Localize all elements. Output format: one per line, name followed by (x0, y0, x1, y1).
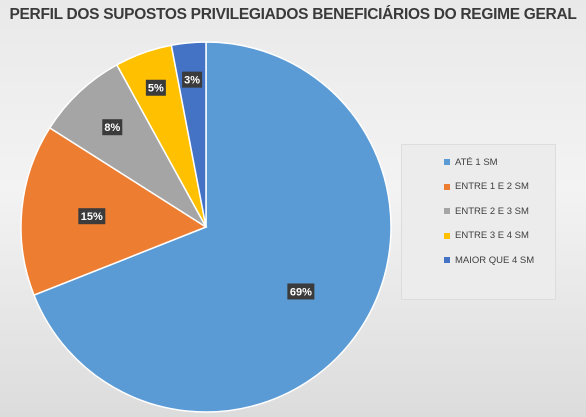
legend-label: ENTRE 2 E 3 SM (455, 205, 529, 217)
data-label-ate-1-sm: 69% (287, 283, 315, 300)
chart-legend: ATÉ 1 SM ENTRE 1 E 2 SM ENTRE 2 E 3 SM ENTR… (401, 144, 556, 300)
legend-swatch (444, 183, 450, 190)
chart-title: PERFIL DOS SUPOSTOS PRIVILEGIADOS BENEFI… (9, 6, 577, 23)
legend-label: ATÉ 1 SM (455, 156, 498, 168)
data-label-entre-3-e-4-sm: 5% (145, 79, 166, 96)
data-label-box (78, 208, 106, 225)
data-label-box (102, 119, 123, 136)
data-label-text: 69% (290, 286, 312, 298)
legend-item-entre-2-e-3-sm: ENTRE 2 E 3 SM (402, 199, 555, 224)
pie-slice-maior-que-4-sm (170, 41, 207, 228)
data-label-text: 5% (148, 83, 164, 95)
data-label-maior-que-4-sm: 3% (182, 71, 203, 88)
legend-item-maior-que-4-sm: MAIOR QUE 4 SM (402, 248, 555, 273)
legend-swatch (444, 208, 450, 215)
pie-slice-ate-1-sm (33, 41, 392, 413)
data-label-entre-1-e-2-sm: 15% (78, 208, 106, 225)
data-label-entre-2-e-3-sm: 8% (102, 119, 123, 136)
legend-swatch (444, 257, 450, 264)
data-labels: 69% 15% 8% 5% 3% (78, 71, 315, 300)
legend-label: MAIOR QUE 4 SM (455, 254, 535, 266)
legend-item-entre-3-e-4-sm: ENTRE 3 E 4 SM (402, 224, 555, 249)
legend-label: ENTRE 1 E 2 SM (455, 181, 529, 193)
legend-item-entre-1-e-2-sm: ENTRE 1 E 2 SM (402, 175, 555, 200)
data-label-box (182, 71, 203, 88)
data-label-text: 8% (104, 122, 120, 134)
data-label-text: 15% (81, 211, 103, 223)
pie-slices (20, 41, 392, 413)
data-label-box (145, 79, 166, 96)
legend-item-ate-1-sm: ATÉ 1 SM (402, 150, 555, 175)
pie-slice-entre-1-e-2-sm (20, 126, 208, 297)
pie-slice-entre-2-e-3-sm (48, 63, 207, 228)
legend-swatch (444, 159, 450, 166)
legend-label: ENTRE 3 E 4 SM (455, 230, 529, 242)
data-label-box (287, 283, 315, 300)
legend-swatch (444, 232, 450, 239)
data-label-text: 3% (184, 75, 200, 87)
